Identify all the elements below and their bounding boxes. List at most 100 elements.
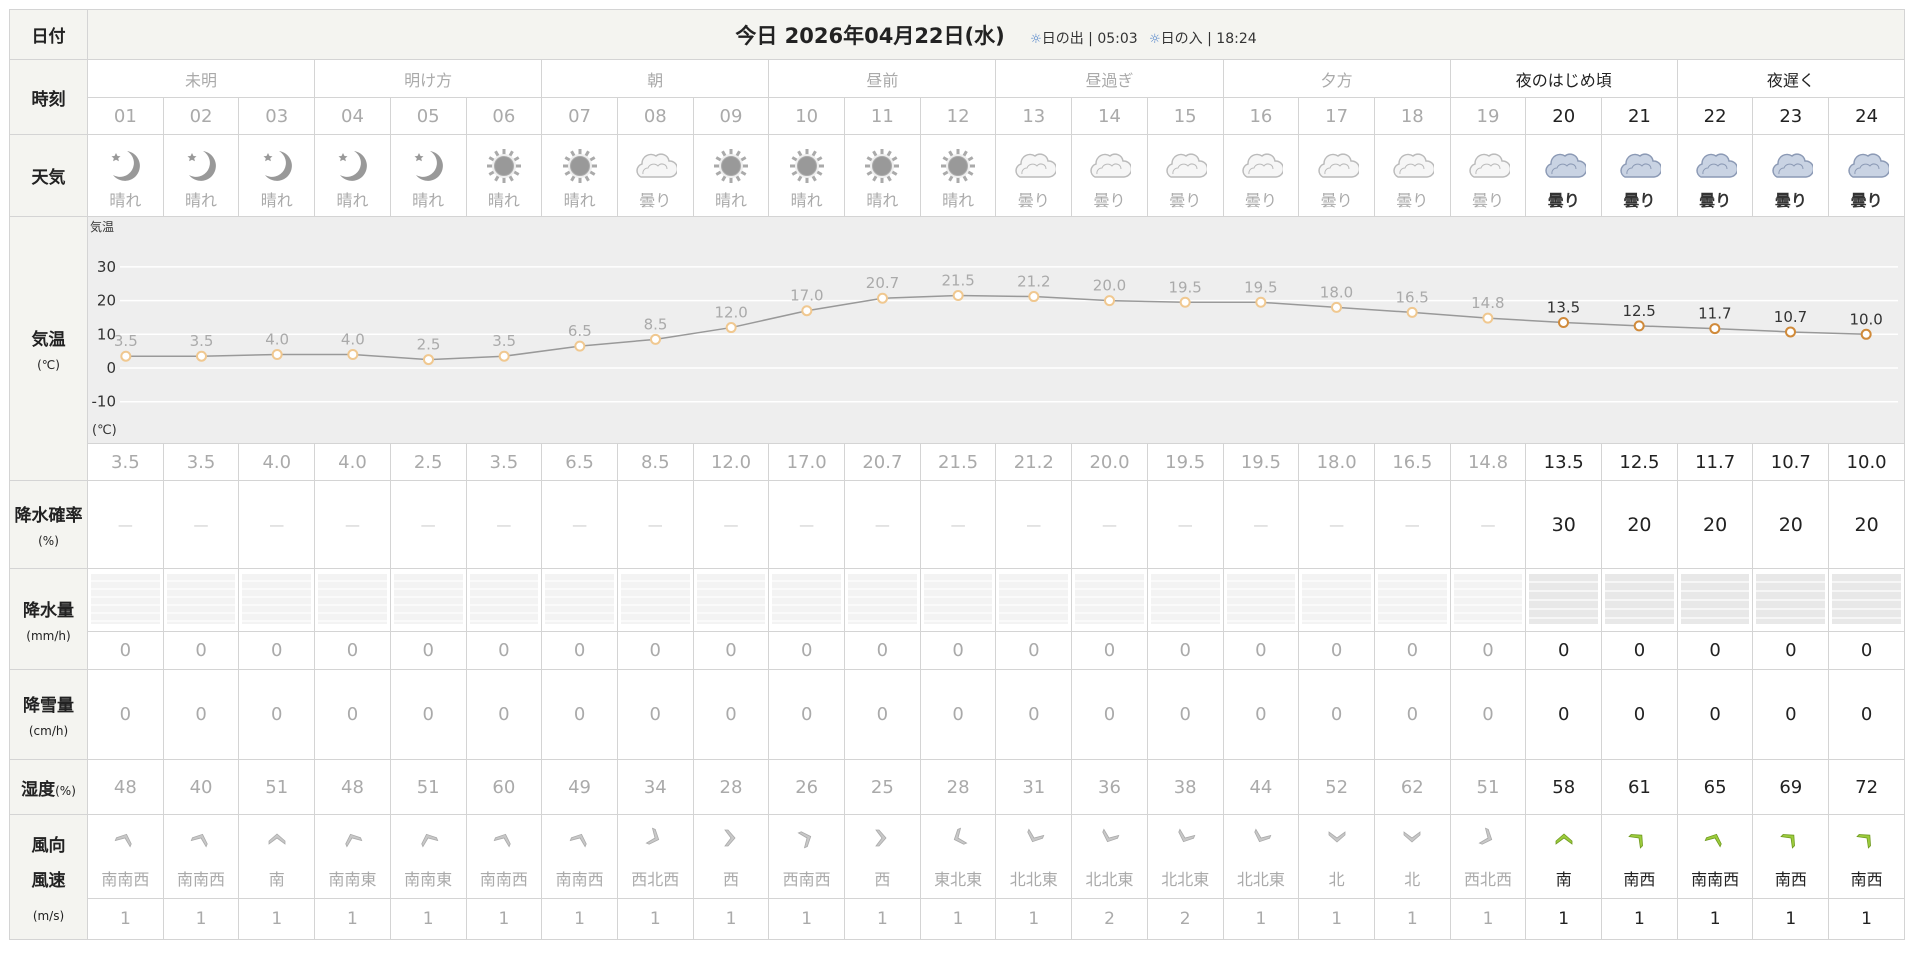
temp-point bbox=[1331, 301, 1342, 313]
temp-point bbox=[1482, 312, 1494, 324]
hour-cell: 05 bbox=[389, 97, 467, 135]
humidity-cell: 25 bbox=[844, 759, 921, 815]
snow-cell: 0 bbox=[314, 669, 391, 760]
humidity-cell: 61 bbox=[1601, 759, 1678, 815]
y-tick-label: -10 bbox=[92, 393, 117, 411]
weather-text: 曇り bbox=[1396, 190, 1429, 210]
row-label-unit: (℃) bbox=[37, 358, 60, 372]
wind-dir-cell: 北 bbox=[1298, 857, 1375, 899]
precip-bar-cell bbox=[919, 568, 997, 632]
wind-dir-label: 風向 bbox=[31, 836, 66, 856]
temp-chart-svg: 気温 (℃) 30 20 10 0 -10 3.5 3.5 4.0 4.0 2.5 3.5 6.5 8.5 1… bbox=[90, 219, 1898, 438]
wind-dir-cell: 西 bbox=[692, 857, 770, 899]
wind-speed-cell: 2 bbox=[1071, 898, 1148, 940]
wind-arrow-icon bbox=[1526, 827, 1601, 849]
prob-cell: — bbox=[1146, 480, 1224, 569]
humidity-cell: 34 bbox=[616, 759, 694, 815]
precip-cell: 0 bbox=[87, 631, 164, 670]
sun-icon bbox=[769, 147, 844, 185]
temp-point bbox=[498, 350, 510, 362]
temp-cell: 8.5 bbox=[616, 443, 694, 481]
snow-cell: 0 bbox=[1298, 669, 1375, 760]
snow-cell: 0 bbox=[162, 669, 240, 760]
temp-point bbox=[196, 350, 207, 362]
wind-arrow-icon bbox=[1451, 827, 1526, 849]
wind-arrow-icon bbox=[1299, 827, 1374, 849]
weather-text: 晴れ bbox=[790, 190, 823, 210]
temp-point bbox=[650, 333, 661, 345]
humidity-cell: 38 bbox=[1146, 759, 1224, 815]
row-label: 天気 bbox=[9, 134, 88, 217]
temp-point bbox=[347, 349, 359, 361]
precip-cell: 0 bbox=[919, 631, 997, 670]
row-label-text: 気温 bbox=[31, 330, 66, 350]
cloud-icon bbox=[1451, 147, 1526, 185]
hour-cell: 10 bbox=[768, 97, 846, 135]
row-label-text: 降水量 bbox=[23, 600, 74, 621]
precip-cell: 0 bbox=[1071, 631, 1148, 670]
precip-cell: 0 bbox=[1525, 631, 1603, 670]
temp-chart: 気温 (℃) 30 20 10 0 -10 3.5 3.5 4.0 4.0 2.5 3.5 6.5 8.5 1… bbox=[87, 216, 1905, 444]
weather-text: 晴れ bbox=[866, 190, 899, 210]
prob-cell: — bbox=[1298, 480, 1375, 569]
wind-dir-cell: 南南東 bbox=[389, 857, 467, 899]
humidity-cell: 60 bbox=[465, 759, 543, 815]
precip-cell: 0 bbox=[465, 631, 543, 670]
wind-arrow-icon bbox=[391, 827, 466, 849]
prob-row: 降水確率 (%) — — — — — — — — — — — — — — — — — — —30 20 20 20 20 bbox=[9, 480, 1905, 569]
humidity-cell: 28 bbox=[692, 759, 770, 815]
wind-arrow-cell bbox=[1298, 814, 1375, 858]
weather-cell: 曇り bbox=[616, 134, 694, 217]
temp-cell: 11.7 bbox=[1676, 443, 1754, 481]
temp-cell: 21.2 bbox=[995, 443, 1073, 481]
period-cell: 夜のはじめ頃 bbox=[1449, 59, 1678, 98]
y-tick-label: 10 bbox=[97, 325, 116, 343]
temp-data-label: 4.0 bbox=[341, 331, 365, 349]
precip-cell: 0 bbox=[238, 631, 316, 670]
row-label-unit: (%) bbox=[55, 783, 76, 798]
cloud-icon bbox=[1375, 147, 1450, 185]
temp-point bbox=[1104, 295, 1115, 307]
wind-dir-cell: 西 bbox=[844, 857, 921, 899]
weather-text: 晴れ bbox=[260, 190, 293, 210]
humidity-cell: 62 bbox=[1373, 759, 1451, 815]
temp-point bbox=[877, 292, 888, 304]
wind-speed-cell: 1 bbox=[768, 898, 846, 940]
weather-row: 天気 晴れ 晴れ 晴れ 晴れ 晴れ 晴れ 晴れ 曇り 晴れ 晴れ 晴れ 晴れ 曇り 曇り 曇り 曇り 曇り 曇り 曇り… bbox=[9, 134, 1905, 217]
wind-dir-cell: 南南西 bbox=[162, 857, 240, 899]
wind-arrow-cell bbox=[162, 814, 240, 858]
wind-speed-cell: 2 bbox=[1146, 898, 1224, 940]
date-row: 日付 今日 2026年04月22日(水) ☼日の出 | 05:03 ☼日の入 |… bbox=[9, 9, 1905, 60]
temp-cell: 4.0 bbox=[238, 443, 316, 481]
temp-cell: 10.7 bbox=[1752, 443, 1830, 481]
temp-data-label: 19.5 bbox=[1168, 278, 1201, 296]
snow-cell: 0 bbox=[1601, 669, 1678, 760]
wind-arrow-icon bbox=[618, 827, 693, 849]
hour-cell: 08 bbox=[616, 97, 694, 135]
hour-cell: 14 bbox=[1071, 97, 1148, 135]
wind-speed-cell: 1 bbox=[465, 898, 543, 940]
prob-cell: — bbox=[1071, 480, 1148, 569]
weather-text: 曇り bbox=[639, 190, 672, 210]
temp-point bbox=[725, 322, 737, 334]
wind-speed-cell: 1 bbox=[314, 898, 391, 940]
precip-bar bbox=[999, 574, 1069, 624]
period-row: 時刻 未明 明け方朝昼前 昼過ぎ 夕方 夜のはじめ頃 夜遅く bbox=[9, 59, 1906, 135]
prob-cell: — bbox=[844, 480, 921, 569]
humidity-cell: 51 bbox=[1449, 759, 1527, 815]
humidity-cell: 65 bbox=[1676, 759, 1754, 815]
humidity-cell: 28 bbox=[919, 759, 997, 815]
y-tick-label: 0 bbox=[106, 359, 116, 377]
temp-point bbox=[1406, 306, 1418, 318]
temp-cell: 3.5 bbox=[465, 443, 543, 481]
wind-arrow-icon bbox=[467, 827, 542, 849]
wind-arrow-cell bbox=[1828, 814, 1905, 858]
moon-icon bbox=[88, 147, 163, 185]
wind-arrow-cell bbox=[1525, 814, 1603, 858]
temp-data-label: 6.5 bbox=[568, 322, 592, 340]
snow-cell: 0 bbox=[919, 669, 997, 760]
snow-cell: 0 bbox=[616, 669, 694, 760]
wind-speed-cell: 1 bbox=[616, 898, 694, 940]
wind-dir-cell: 北北東 bbox=[995, 857, 1073, 899]
row-label-text: 湿度 bbox=[21, 779, 56, 800]
